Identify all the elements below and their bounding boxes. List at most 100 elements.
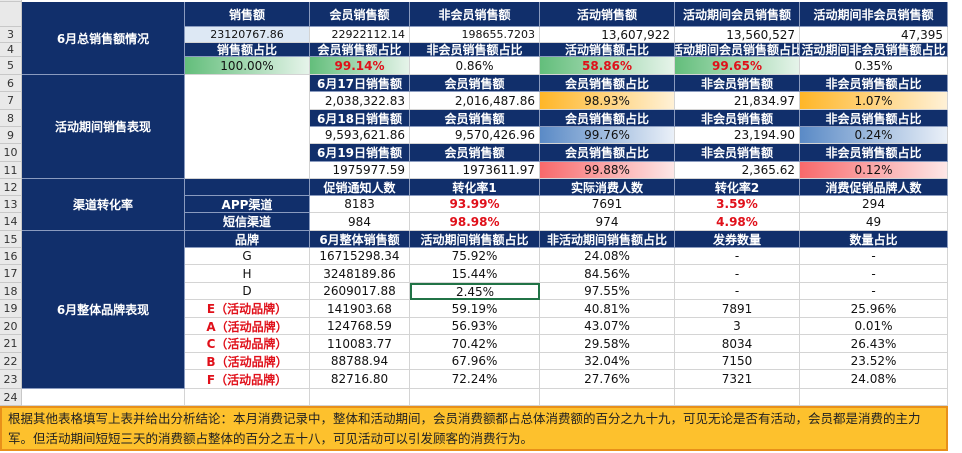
cell: -: [800, 265, 948, 283]
cell: 8183: [310, 196, 410, 213]
cell: 1973611.97: [410, 162, 540, 179]
header-cell: 数量占比: [800, 231, 948, 248]
cell: 70.42%: [410, 335, 540, 353]
cell: 9,570,426.96: [410, 127, 540, 144]
cell: 974: [540, 213, 675, 231]
cell: 3248189.86: [310, 265, 410, 283]
cell: 16715298.34: [310, 248, 410, 265]
header-cell: 非会员销售额: [675, 110, 800, 127]
cell: 9,593,621.86: [310, 127, 410, 144]
header-cell: [185, 179, 310, 196]
header-cell: 6月18日销售额: [310, 110, 410, 127]
row-number: 21: [0, 335, 22, 353]
cell: 1975977.59: [310, 162, 410, 179]
cell: B（活动品牌）: [185, 353, 310, 370]
row-number: 14: [0, 213, 22, 231]
row-number: 7: [0, 92, 22, 110]
header-cell: 非会员销售额: [675, 75, 800, 92]
cell: [185, 389, 310, 406]
row-number: 19: [0, 300, 22, 318]
header-cell: 销售额占比: [185, 43, 310, 57]
header-cell: 会员销售额: [410, 144, 540, 162]
row-number: 9: [0, 127, 22, 144]
cell: 0.24%: [800, 127, 948, 144]
section-title: 活动期间销售表现: [22, 75, 185, 179]
row-number: 13: [0, 196, 22, 213]
header-cell: 实际消费人数: [540, 179, 675, 196]
cell: -: [800, 248, 948, 265]
cell: 99.88%: [540, 162, 675, 179]
header-cell: 非会员销售额占比: [800, 110, 948, 127]
header-cell: 活动销售额占比: [540, 43, 675, 57]
row-number: 17: [0, 265, 22, 283]
header-cell: 活动销售额: [540, 2, 675, 27]
row-number: 24: [0, 389, 22, 406]
row-number: 15: [0, 231, 22, 248]
cell: 23,194.90: [675, 127, 800, 144]
cell: 56.93%: [410, 318, 540, 335]
cell: [310, 389, 410, 406]
row-number: 20: [0, 318, 22, 335]
header-cell: 非会员销售额: [410, 2, 540, 27]
cell: H: [185, 265, 310, 283]
cell: 0.12%: [800, 162, 948, 179]
cell: [410, 389, 540, 406]
header-cell: 活动期间会员销售额占比: [675, 43, 800, 57]
header-cell: 销售额: [185, 2, 310, 27]
header-cell: 转化率1: [410, 179, 540, 196]
cell: E（活动品牌）: [185, 300, 310, 318]
header-cell: 6月17日销售额: [310, 75, 410, 92]
cell: 29.58%: [540, 335, 675, 353]
cell: 99.76%: [540, 127, 675, 144]
cell: 100.00%: [185, 57, 310, 75]
section-title: 渠道转化率: [22, 179, 185, 231]
cell: 294: [800, 196, 948, 213]
header-cell: 会员销售额: [410, 110, 540, 127]
header-cell: 会员销售额: [410, 75, 540, 92]
row-number: 8: [0, 110, 22, 127]
header-cell: 非会员销售额占比: [410, 43, 540, 57]
header-cell: 会员销售额占比: [540, 110, 675, 127]
cell: 15.44%: [410, 265, 540, 283]
cell: 984: [310, 213, 410, 231]
cell: 124768.59: [310, 318, 410, 335]
cell: 7321: [675, 370, 800, 389]
cell: 13,607,922: [540, 27, 675, 43]
header-cell: 会员销售额: [310, 2, 410, 27]
row-number: 16: [0, 248, 22, 265]
cell: [800, 389, 948, 406]
cell: 2,038,322.83: [310, 92, 410, 110]
cell: 24.08%: [540, 248, 675, 265]
cell: 110083.77: [310, 335, 410, 353]
header-cell: 转化率2: [675, 179, 800, 196]
cell: 198655.7203: [410, 27, 540, 43]
cell: 23120767.86: [185, 27, 310, 43]
cell: 98.98%: [410, 213, 540, 231]
cell: 3.59%: [675, 196, 800, 213]
header-cell: 会员销售额占比: [310, 43, 410, 57]
header-cell: 短信渠道: [185, 213, 310, 231]
header-cell: 活动期间非会员销售额: [800, 2, 948, 27]
cell: 97.55%: [540, 283, 675, 300]
section-title: 6月总销售额情况: [22, 2, 185, 75]
row-number: 11: [0, 162, 22, 179]
cell: 0.86%: [410, 57, 540, 75]
cell: 23.52%: [800, 353, 948, 370]
header-cell: 活动期间非会员销售额占比: [800, 43, 948, 57]
cell: [22, 389, 185, 406]
cell: 22922112.14: [310, 27, 410, 43]
row-number: [0, 0, 22, 2]
cell: 8034: [675, 335, 800, 353]
blank-block: [185, 75, 310, 179]
cell: 2.45%: [410, 283, 540, 300]
row-number: 5: [0, 57, 22, 75]
cell: [540, 389, 675, 406]
cell: 2,365.62: [675, 162, 800, 179]
header-cell: 消费促销品牌人数: [800, 179, 948, 196]
header-cell: 活动期间会员销售额: [675, 2, 800, 27]
cell: 99.65%: [675, 57, 800, 75]
cell: 88788.94: [310, 353, 410, 370]
cell: 72.24%: [410, 370, 540, 389]
cell: A（活动品牌）: [185, 318, 310, 335]
